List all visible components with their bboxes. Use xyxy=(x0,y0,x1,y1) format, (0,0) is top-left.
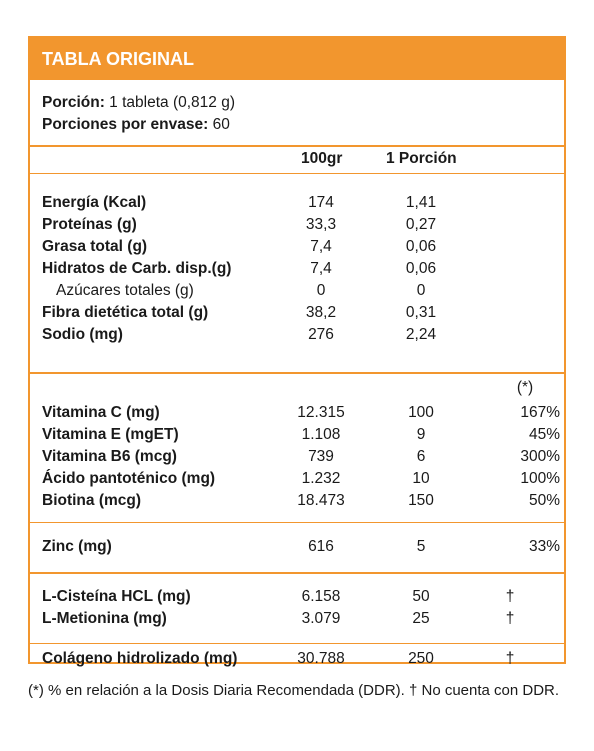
divider xyxy=(30,372,564,374)
value-ddr: 300% xyxy=(520,447,560,465)
row-label: L-Metionina (mg) xyxy=(42,609,167,627)
row-label: Energía (Kcal) xyxy=(42,194,147,211)
servings-value: 60 xyxy=(208,116,230,133)
collagen-section: Colágeno hidrolizado (mg) 30.788 250 † xyxy=(30,644,564,684)
divider xyxy=(30,521,564,523)
value-ddr: 167% xyxy=(520,403,560,421)
row-label: L-Cisteína HCL (mg) xyxy=(42,587,191,605)
divider xyxy=(30,642,564,644)
value-100gr: 1.108 xyxy=(301,425,341,443)
row-label: Biotina (mcg) xyxy=(42,491,142,509)
value-ddr: 33% xyxy=(528,538,560,555)
row-label: Proteínas (g) xyxy=(42,216,137,233)
column-headers: 100gr 1 Porción xyxy=(30,147,564,173)
servings-label: Porciones por envase: xyxy=(42,116,209,133)
row-label: Hidratos de Carb. disp.(g) xyxy=(42,260,232,277)
table-row: Ácido pantoténico (mg) 1.232 10 100% xyxy=(30,470,564,492)
value-100gr: 6.158 xyxy=(301,587,341,605)
table-row: Proteínas (g) 33,3 0,27 xyxy=(30,216,564,238)
portion-value: 1 tableta (0,812 g) xyxy=(104,94,235,111)
value-portion: 0,31 xyxy=(405,304,437,321)
value-ddr: † xyxy=(505,587,515,605)
row-label: Sodio (mg) xyxy=(42,326,123,343)
value-100gr: 7,4 xyxy=(310,260,332,277)
value-portion: 6 xyxy=(416,447,426,465)
value-100gr: 739 xyxy=(308,447,334,465)
row-label: Zinc (mg) xyxy=(42,538,112,555)
minerals-section: Zinc (mg) 616 5 33% xyxy=(30,523,564,572)
table-row: Hidratos de Carb. disp.(g) 7,4 0,06 xyxy=(30,260,564,282)
value-portion: 0,27 xyxy=(405,216,437,233)
row-label: Vitamina B6 (mcg) xyxy=(42,447,177,465)
row-label: Fibra dietética total (g) xyxy=(42,304,209,321)
value-portion: 1,41 xyxy=(405,194,437,211)
table-row: Vitamina E (mgET) 1.108 9 45% xyxy=(30,426,564,448)
macros-section: Energía (Kcal) 174 1,41 Proteínas (g) 33… xyxy=(30,174,564,372)
value-portion: 250 xyxy=(408,650,434,667)
value-ddr: 50% xyxy=(528,491,560,509)
table-row: Colágeno hidrolizado (mg) 30.788 250 † xyxy=(30,650,564,672)
divider xyxy=(30,572,564,574)
table-row: L-Metionina (mg) 3.079 25 † xyxy=(30,610,564,632)
value-ddr: 45% xyxy=(528,425,560,443)
column-header-portion: 1 Porción xyxy=(386,149,457,167)
table-row: Biotina (mcg) 18.473 150 50% xyxy=(30,492,564,514)
value-ddr: † xyxy=(505,609,515,627)
value-portion: 50 xyxy=(412,587,430,605)
value-portion: 0,06 xyxy=(405,260,437,277)
footnote: (*) % en relación a la Dosis Diaria Reco… xyxy=(28,682,560,699)
table-row: Zinc (mg) 616 5 33% xyxy=(30,538,564,560)
value-100gr: 7,4 xyxy=(310,238,332,255)
ddr-column-header: (*) xyxy=(516,378,534,396)
table-row: Grasa total (g) 7,4 0,06 xyxy=(30,238,564,260)
value-100gr: 276 xyxy=(308,326,334,343)
value-ddr: 100% xyxy=(520,469,560,487)
portion-info: Porción: 1 tableta (0,812 g) Porciones p… xyxy=(30,80,564,145)
value-portion: 9 xyxy=(416,425,426,443)
value-ddr: † xyxy=(505,650,515,667)
value-100gr: 616 xyxy=(308,538,334,555)
table-row: L-Cisteína HCL (mg) 6.158 50 † xyxy=(30,588,564,610)
ddr-header-row: (*) xyxy=(30,379,564,401)
value-100gr: 3.079 xyxy=(301,609,341,627)
value-portion: 0 xyxy=(416,282,426,299)
value-portion: 150 xyxy=(408,491,434,509)
value-portion: 10 xyxy=(412,469,430,487)
portion-label: Porción: xyxy=(42,94,105,111)
value-portion: 5 xyxy=(416,538,426,555)
column-header-100gr: 100gr xyxy=(301,149,343,167)
value-100gr: 30.788 xyxy=(297,650,345,667)
value-100gr: 33,3 xyxy=(305,216,337,233)
value-100gr: 0 xyxy=(316,282,326,299)
value-100gr: 38,2 xyxy=(305,304,337,321)
table-row: Sodio (mg) 276 2,24 xyxy=(30,326,564,348)
row-label: Grasa total (g) xyxy=(42,238,148,255)
row-label: Ácido pantoténico (mg) xyxy=(42,469,216,487)
value-100gr: 1.232 xyxy=(301,469,341,487)
table-row: Energía (Kcal) 174 1,41 xyxy=(30,194,564,216)
divider xyxy=(30,145,564,147)
row-label: Colágeno hidrolizado (mg) xyxy=(42,650,238,667)
table-row: Vitamina C (mg) 12.315 100 167% xyxy=(30,404,564,426)
value-portion: 25 xyxy=(412,609,430,627)
value-portion: 0,06 xyxy=(405,238,437,255)
table-row: Fibra dietética total (g) 38,2 0,31 xyxy=(30,304,564,326)
value-portion: 2,24 xyxy=(405,326,437,343)
value-100gr: 12.315 xyxy=(297,403,345,421)
table-row: Vitamina B6 (mcg) 739 6 300% xyxy=(30,448,564,470)
row-label: Azúcares totales (g) xyxy=(56,282,194,299)
row-label: Vitamina E (mgET) xyxy=(42,425,179,443)
vitamins-section: (*) Vitamina C (mg) 12.315 100 167% Vita… xyxy=(30,374,564,522)
row-label: Vitamina C (mg) xyxy=(42,403,160,421)
amino-acids-section: L-Cisteína HCL (mg) 6.158 50 † L-Metioni… xyxy=(30,574,564,643)
table-row: Azúcares totales (g) 0 0 xyxy=(30,282,564,304)
table-title: TABLA ORIGINAL xyxy=(30,38,564,80)
nutrition-table: TABLA ORIGINAL Porción: 1 tableta (0,812… xyxy=(28,36,566,667)
value-100gr: 174 xyxy=(308,194,334,211)
divider xyxy=(30,172,564,174)
value-100gr: 18.473 xyxy=(297,491,345,509)
value-portion: 100 xyxy=(408,403,434,421)
